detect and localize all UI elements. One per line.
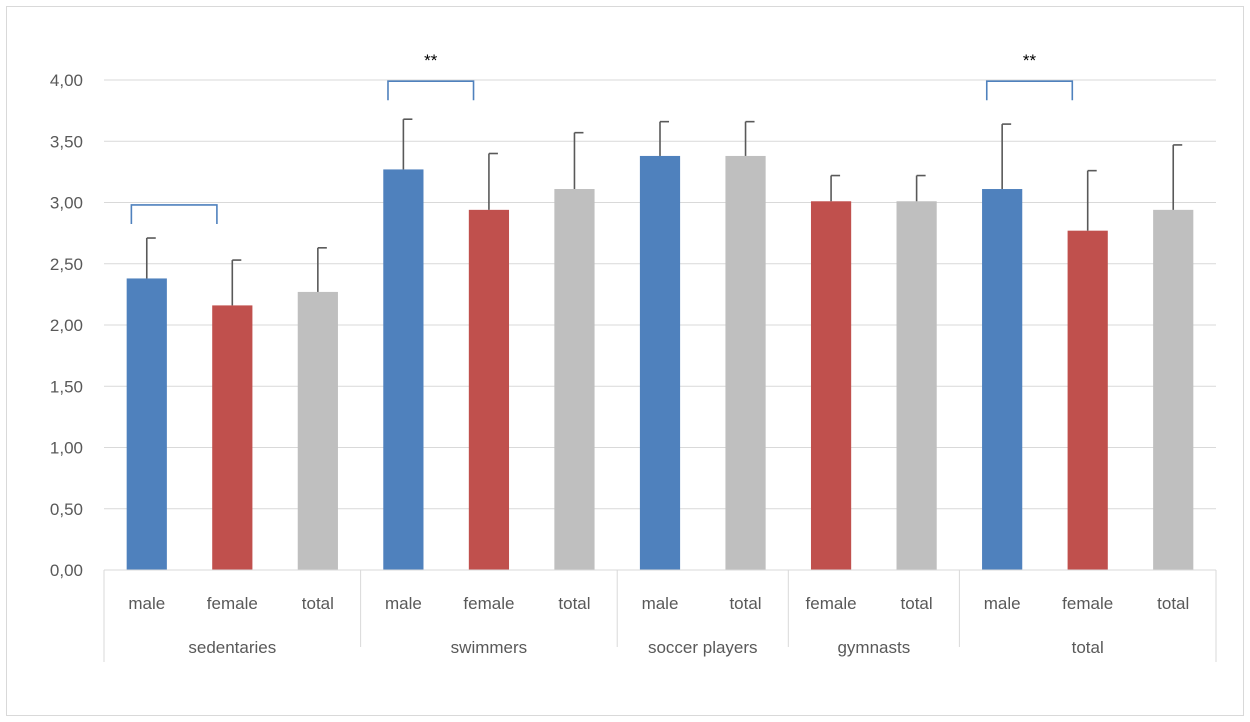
significance-label: ** [1023,51,1037,70]
bar-sedentaries-total [297,291,338,570]
bar-chart: 0,00 0,50 1,00 1,50 2,00 2,50 3,00 3,50 4,00 mal… [50,51,1217,662]
x-tick-label: total [1157,594,1189,613]
bar-total-total [1153,209,1194,570]
y-tick-label: 0,50 [50,500,83,519]
x-tick-label: female [463,594,514,613]
x-tick-label: male [128,594,165,613]
x-tick-label: male [385,594,422,613]
x-tick-label: male [642,594,679,613]
error-bars [145,118,1183,306]
bars [126,155,1194,571]
y-tick-label: 3,50 [50,132,83,151]
x-group-label: total [1072,638,1104,657]
x-tick-label: male [984,594,1021,613]
x-axis: male female total male female total male total f… [103,569,1217,662]
bar-total-female [1067,230,1108,571]
y-tick-label: 2,00 [50,316,83,335]
y-axis-tick-labels: 0,00 0,50 1,00 1,50 2,00 2,50 3,00 3,50 4,00 [50,71,83,580]
bar-gymnasts-total [896,201,937,570]
x-tick-label: female [806,594,857,613]
significance-bracket [985,80,1074,101]
x-group-label: sedentaries [188,638,276,657]
bar-gymnasts-female [810,201,852,570]
bar-soccer-players-total [725,155,766,570]
x-tick-label: total [302,594,334,613]
x-tick-label: total [729,594,761,613]
bar-swimmers-total [554,189,595,570]
x-tick-label: total [901,594,933,613]
bar-sedentaries-male [126,278,167,570]
x-group-label: soccer players [648,638,758,657]
y-tick-label: 1,00 [50,439,83,458]
bar-swimmers-female [468,209,510,570]
significance-bracket [130,204,218,224]
significance-annotations: ** ** [130,51,1074,224]
significance-label: ** [424,51,438,70]
y-tick-label: 1,50 [50,377,83,396]
significance-bracket [387,80,475,101]
y-tick-label: 3,00 [50,194,83,213]
x-tick-label: total [558,594,590,613]
y-tick-label: 2,50 [50,255,83,274]
x-tick-label: female [207,594,258,613]
x-group-label: swimmers [451,638,528,657]
bar-swimmers-male [383,169,424,571]
x-tick-label: female [1062,594,1113,613]
bar-total-male [982,189,1023,570]
bar-soccer-players-male [639,155,681,570]
chart-area: 0,00 0,50 1,00 1,50 2,00 2,50 3,00 3,50 4,00 mal… [6,6,1244,716]
y-tick-label: 0,00 [50,561,83,580]
y-tick-label: 4,00 [50,71,83,90]
x-group-label: gymnasts [837,638,910,657]
bar-sedentaries-female [212,305,253,570]
